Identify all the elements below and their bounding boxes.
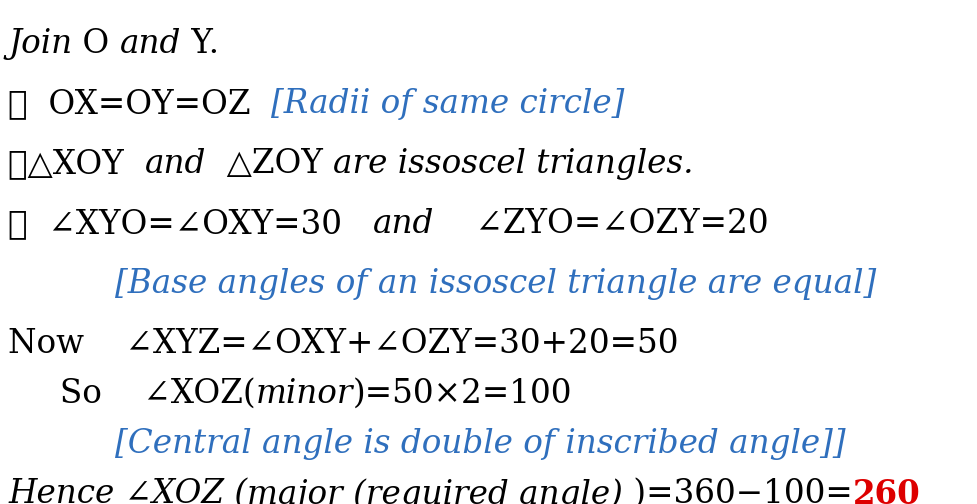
Text: minor: minor xyxy=(255,378,353,410)
Text: and: and xyxy=(145,148,206,180)
Text: Now    ∠XYZ=∠OXY+∠OZY=30+20=50: Now ∠XYZ=∠OXY+∠OZY=30+20=50 xyxy=(8,328,678,360)
Text: and: and xyxy=(373,208,434,240)
Text: ∠ZYO=∠OZY=20: ∠ZYO=∠OZY=20 xyxy=(434,208,768,240)
Text: Hence ∠XOZ (: Hence ∠XOZ ( xyxy=(8,478,247,504)
Text: Y.: Y. xyxy=(181,28,219,60)
Text: ∴△XOY: ∴△XOY xyxy=(8,148,145,180)
Text: So    ∠XOZ(: So ∠XOZ( xyxy=(8,378,255,410)
Text: △ZOY: △ZOY xyxy=(206,148,333,180)
Text: O: O xyxy=(72,28,119,60)
Text: [Central angle is double of inscribed angle]]: [Central angle is double of inscribed an… xyxy=(115,428,845,460)
Text: are issoscel triangles.: are issoscel triangles. xyxy=(333,148,693,180)
Text: major (required angle): major (required angle) xyxy=(247,478,622,504)
Text: and: and xyxy=(119,28,181,60)
Text: )=50×2=100: )=50×2=100 xyxy=(353,378,573,410)
Text: 260: 260 xyxy=(852,478,919,504)
Text: ∴  ∠XYO=∠OXY=30: ∴ ∠XYO=∠OXY=30 xyxy=(8,208,373,240)
Text: )=360−100=: )=360−100= xyxy=(622,478,852,504)
Text: [Base angles of an issoscel triangle are equal]: [Base angles of an issoscel triangle are… xyxy=(115,268,875,300)
Text: [Radii of same circle]: [Radii of same circle] xyxy=(271,88,624,120)
Text: Join: Join xyxy=(8,28,72,60)
Text: ∷  OX=OY=OZ: ∷ OX=OY=OZ xyxy=(8,88,271,120)
